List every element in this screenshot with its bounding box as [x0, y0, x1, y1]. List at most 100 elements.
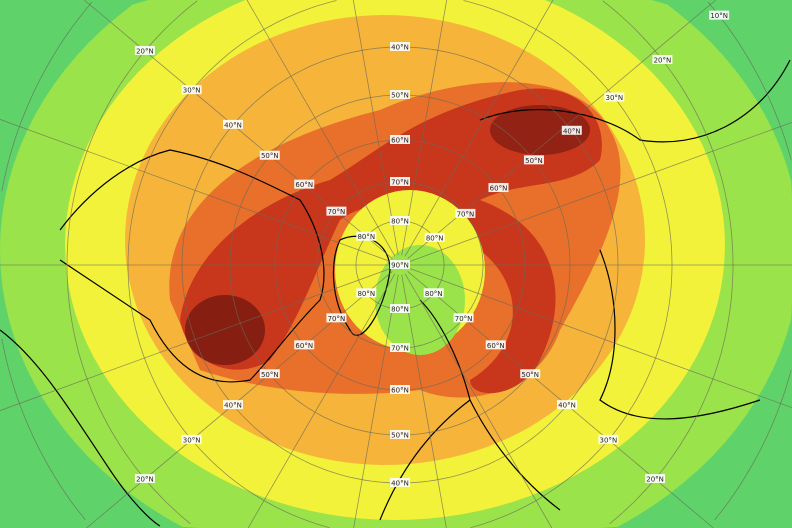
- latitude-label: 20°N: [646, 476, 664, 484]
- latitude-label: 30°N: [183, 87, 201, 95]
- latitude-circle-20: [66, 0, 198, 525]
- latitude-label-bg: [598, 434, 619, 444]
- latitude-label: 90°N: [391, 262, 409, 270]
- meridian-line: [353, 274, 399, 528]
- latitude-label: 60°N: [487, 342, 505, 350]
- latitude-label: 30°N: [183, 436, 201, 444]
- latitude-label-bg: [424, 232, 445, 242]
- latitude-circle-10: [707, 1, 792, 161]
- latitude-label-bg: [485, 340, 506, 350]
- coastline-4: [0, 329, 161, 527]
- latitude-label: 50°N: [261, 371, 279, 379]
- latitude-label: 40°N: [563, 127, 581, 135]
- meridian-line: [0, 268, 391, 411]
- latitude-label: 70°N: [328, 208, 346, 216]
- latitude-label-bg: [523, 155, 544, 165]
- latitude-label: 40°N: [224, 121, 242, 129]
- latitude-label-bg: [423, 288, 444, 298]
- latitude-label: 40°N: [391, 480, 409, 488]
- latitude-label: 50°N: [525, 157, 543, 165]
- latitude-labels: 10°N 20°N 20°N 20°N 20°N 30°N 30°N 30°N 30°N 40°N…: [134, 10, 730, 488]
- meridian-line: [246, 0, 396, 257]
- latitude-label-bg: [356, 231, 377, 241]
- latitude-label: 80°N: [426, 234, 444, 242]
- latitude-label-bg: [259, 150, 280, 160]
- latitude-label: 60°N: [295, 342, 313, 350]
- latitude-label: 80°N: [391, 218, 409, 226]
- meridian-line: [404, 273, 553, 528]
- latitude-label-bg: [390, 135, 410, 144]
- latitude-label: 70°N: [391, 179, 409, 187]
- meridian-line: [409, 121, 792, 262]
- latitude-label: 30°N: [600, 436, 618, 444]
- latitude-label: 80°N: [391, 306, 409, 314]
- latitude-circle-20: [602, 0, 734, 266]
- latitude-label-bg: [259, 369, 280, 379]
- latitude-label: 80°N: [357, 233, 375, 241]
- latitude-label-bg: [455, 208, 476, 218]
- latitude-label: 40°N: [558, 402, 576, 410]
- latitude-label-bg: [326, 313, 347, 323]
- latitude-label: 10°N: [710, 12, 728, 20]
- latitude-label-bg: [134, 45, 155, 55]
- latitude-label-bg: [390, 177, 410, 186]
- latitude-label: 70°N: [391, 345, 409, 353]
- latitude-circle-10: [714, 369, 792, 521]
- latitude-label: 70°N: [328, 315, 346, 323]
- latitude-label: 20°N: [654, 56, 672, 64]
- meridian-line: [404, 0, 554, 257]
- coastline-2: [379, 299, 561, 521]
- latitude-circle-20: [609, 264, 734, 525]
- latitude-label-bg: [709, 10, 730, 20]
- latitude-label-bg: [223, 400, 244, 410]
- coastline-3: [479, 59, 791, 420]
- latitude-label-bg: [294, 179, 315, 189]
- latitude-label-bg: [488, 183, 509, 193]
- latitude-label: 80°N: [357, 290, 375, 298]
- field-extreme-siberia: [490, 105, 590, 155]
- latitude-label-bg: [645, 474, 666, 484]
- latitude-label: 80°N: [425, 290, 443, 298]
- latitude-label-bg: [390, 90, 410, 99]
- latitude-label-bg: [390, 385, 410, 394]
- field-extreme-canada: [185, 295, 265, 365]
- latitude-label: 60°N: [391, 387, 409, 395]
- latitude-label-bg: [390, 260, 410, 269]
- latitude-label-bg: [326, 206, 347, 216]
- latitude-label-bg: [604, 92, 625, 102]
- latitude-label: 50°N: [391, 432, 409, 440]
- latitude-label-bg: [294, 340, 315, 350]
- latitude-label: 60°N: [295, 181, 313, 189]
- coastline-0: [59, 149, 325, 383]
- latitude-label-bg: [652, 54, 673, 64]
- latitude-label: 60°N: [391, 137, 409, 145]
- latitude-label-bg: [453, 313, 474, 323]
- latitude-circle-10: [1, 1, 93, 192]
- meridian-line: [401, 0, 448, 256]
- latitude-label-bg: [520, 369, 541, 379]
- latitude-label-bg: [181, 434, 202, 444]
- meridian-line: [401, 274, 447, 528]
- latitude-label: 30°N: [606, 94, 624, 102]
- meridian-line: [0, 119, 391, 262]
- latitude-label: 50°N: [261, 152, 279, 160]
- latitude-label-bg: [356, 288, 377, 298]
- latitude-circle-10: [1, 338, 86, 521]
- latitude-label-bg: [390, 430, 410, 439]
- latitude-label-bg: [390, 343, 410, 352]
- latitude-circle-30: [470, 264, 673, 528]
- latitude-label: 70°N: [457, 210, 475, 218]
- field-very-high: [180, 88, 602, 394]
- latitude-label: 40°N: [224, 402, 242, 410]
- meridian-line: [352, 0, 399, 256]
- latitude-label-bg: [390, 216, 410, 225]
- latitude-label: 70°N: [455, 315, 473, 323]
- latitude-label: 40°N: [391, 44, 409, 52]
- meridian-line: [409, 268, 792, 409]
- latitude-label-bg: [223, 119, 244, 129]
- latitude-label-bg: [561, 125, 582, 135]
- latitude-label-bg: [556, 400, 577, 410]
